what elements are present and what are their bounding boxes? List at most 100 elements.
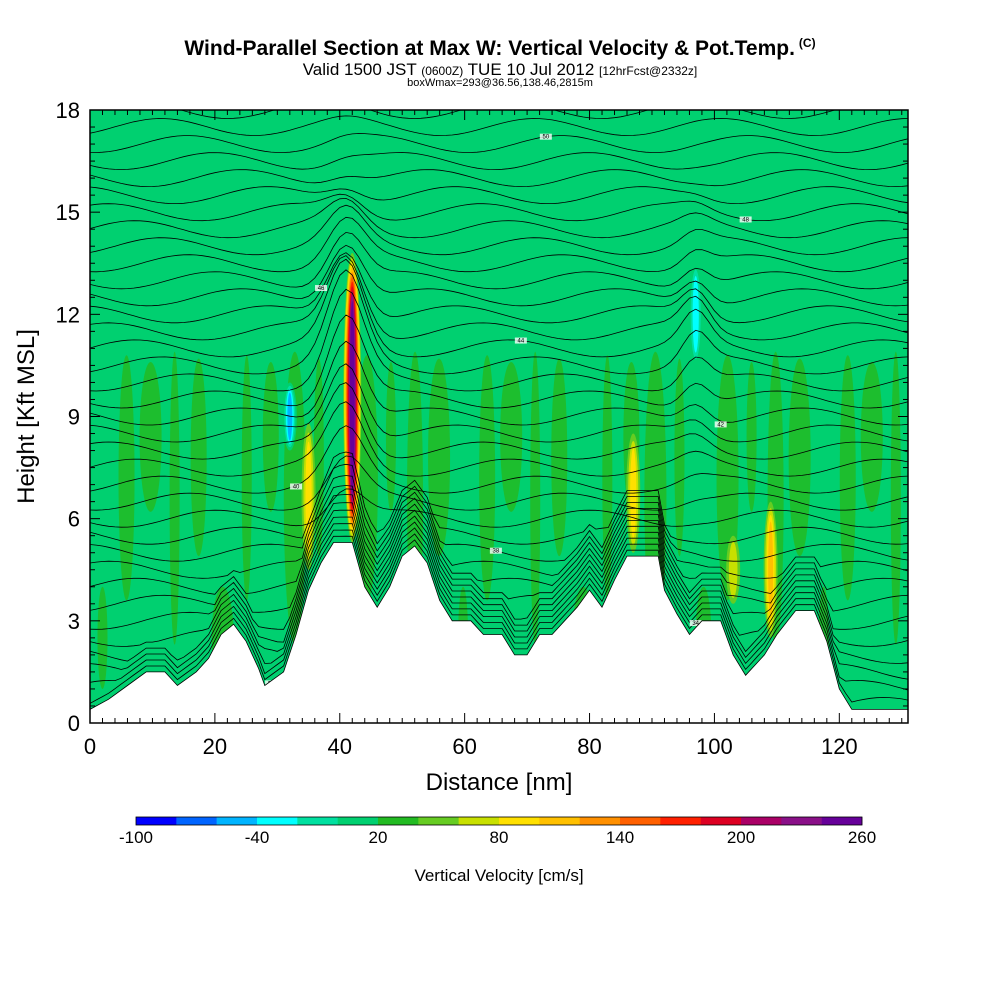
chart-title: Wind-Parallel Section at Max W: Vertical…: [184, 36, 816, 60]
colorbar-tick-label: 260: [848, 828, 876, 847]
colorbar-swatch: [620, 817, 661, 825]
velocity-streak: [313, 358, 324, 557]
y-axis-label: Height [Kft MSL]: [13, 329, 40, 504]
isentrope-line: [90, 204, 908, 256]
colorbar-swatch: [660, 817, 701, 825]
x-tick-label: 80: [577, 734, 601, 759]
isentrope-label: 50: [542, 135, 549, 141]
colorbar-swatch: [579, 817, 621, 825]
isentrope-line: [90, 169, 908, 188]
isentrope-line: [90, 340, 908, 426]
colorbar-label: Vertical Velocity [cm/s]: [414, 866, 583, 885]
colorbar-tick-label: 80: [490, 828, 509, 847]
isentrope-label: 34: [692, 621, 699, 627]
y-tick-label: 15: [56, 200, 80, 225]
velocity-contour: [350, 310, 354, 486]
isentrope-line: [90, 529, 908, 691]
velocity-streak: [788, 358, 811, 557]
isentropes: 303438404244464850: [90, 110, 908, 704]
colorbar-tick-label: 20: [369, 828, 388, 847]
isentrope-line: [90, 252, 908, 324]
isentrope-line: [90, 314, 908, 409]
isentrope-line: [90, 502, 908, 630]
colorbar: -100 -40 20 80 140 200 260: [119, 816, 876, 847]
colorbar-swatch: [781, 817, 822, 825]
velocity-streak: [890, 351, 901, 645]
velocity-streak: [97, 586, 108, 689]
colorbar-swatch: [821, 817, 863, 825]
colorbar-swatch: [458, 817, 500, 825]
velocity-streak: [530, 351, 541, 645]
x-tick-label: 0: [84, 734, 96, 759]
isentrope-line: [90, 133, 908, 154]
isentrope-line: [90, 255, 908, 341]
x-tick-label: 40: [328, 734, 352, 759]
x-tick-label: 120: [821, 734, 858, 759]
velocity-streak: [139, 362, 162, 512]
isentrope-line: [90, 523, 908, 680]
isentrope-line: [90, 455, 908, 511]
isentrope-line: [90, 231, 908, 290]
velocity-streak: [262, 362, 279, 512]
isentrope-line: [90, 494, 908, 613]
y-tick-label: 3: [68, 609, 80, 634]
x-axis: 0 20 40 60 80 100 120: [84, 110, 903, 759]
colorbar-swatch: [741, 817, 782, 825]
x-tick-label: 100: [696, 734, 733, 759]
colorbar-swatch: [418, 817, 459, 825]
isentrope-label: 44: [518, 339, 525, 345]
velocity-streak: [385, 362, 396, 512]
y-tick-label: 0: [68, 711, 80, 736]
isentrope-label: 46: [318, 286, 325, 292]
velocity-streak: [479, 355, 496, 601]
colorbar-tick-label: -40: [245, 828, 270, 847]
isentrope-line: [90, 382, 908, 460]
velocity-streak: [190, 358, 207, 557]
velocity-contour: [768, 521, 774, 618]
isentrope-line: [90, 258, 908, 358]
colorbar-swatch: [539, 817, 580, 825]
x-axis-label: Distance [nm]: [426, 769, 573, 796]
isentrope-line: [90, 488, 908, 528]
y-tick-label: 18: [56, 98, 80, 123]
velocity-streak: [241, 355, 252, 601]
isentrope-line: [90, 152, 908, 171]
isentrope-line: [90, 401, 908, 477]
colorbar-swatch: [297, 817, 338, 825]
chart-subtitle-box: boxWmax=293@36.56,138.46,2815m: [407, 77, 593, 89]
isentrope-label: 38: [493, 549, 500, 555]
isentrope-line: [90, 509, 908, 647]
colorbar-tick-label: -100: [119, 828, 153, 847]
isentrope-line: [90, 535, 908, 704]
isentrope-line: [90, 475, 908, 579]
colorbar-swatch: [257, 817, 298, 825]
isentrope-line: [90, 197, 908, 239]
isentrope-line: [90, 425, 908, 494]
isentrope-line: [90, 186, 908, 205]
isentrope-label-bg: [315, 285, 328, 292]
velocity-contour: [728, 541, 738, 598]
colorbar-tick-label: 140: [606, 828, 634, 847]
velocity-streak: [118, 355, 135, 601]
isentrope-label-bg: [714, 421, 727, 428]
isentrope-label: 48: [742, 217, 749, 223]
isentrope-label-bg: [489, 547, 502, 554]
colorbar-tick-label: 200: [727, 828, 755, 847]
isentrope-line: [90, 244, 908, 307]
terrain-mask: [89, 542, 909, 724]
isentrope-line: [90, 269, 908, 375]
colorbar-swatch: [700, 817, 742, 825]
isentrope-line: [179, 110, 837, 119]
isentrope-line: [90, 193, 908, 222]
isentrope-line: [90, 115, 908, 136]
velocity-contour: [692, 276, 699, 353]
velocity-streak: [169, 351, 180, 645]
velocity-streak: [746, 362, 757, 512]
isentrope-line: [90, 288, 908, 392]
colorbar-swatch: [136, 817, 177, 825]
colorbar-swatch: [216, 817, 258, 825]
y-tick-label: 12: [56, 302, 80, 327]
isentrope-line: [90, 485, 908, 595]
colorbar-swatch: [378, 817, 419, 825]
